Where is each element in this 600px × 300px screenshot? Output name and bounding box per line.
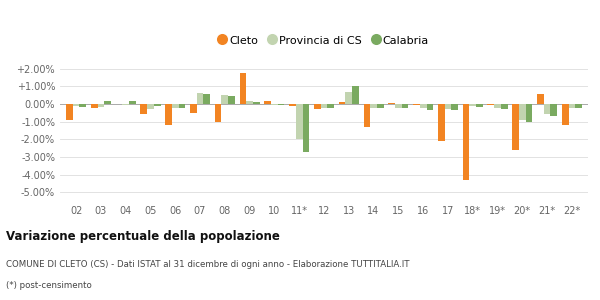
Bar: [476, 104, 483, 107]
Bar: [370, 104, 377, 108]
Bar: [265, 101, 271, 104]
Text: Variazione percentuale della popolazione: Variazione percentuale della popolazione: [6, 230, 280, 243]
Bar: [98, 104, 104, 107]
Bar: [197, 94, 203, 104]
Bar: [451, 104, 458, 110]
Bar: [526, 104, 532, 122]
Bar: [172, 104, 179, 108]
Bar: [569, 104, 575, 108]
Bar: [320, 104, 328, 108]
Bar: [165, 104, 172, 125]
Bar: [377, 104, 383, 108]
Bar: [427, 104, 433, 110]
Bar: [352, 85, 359, 104]
Bar: [289, 104, 296, 106]
Bar: [402, 104, 409, 108]
Bar: [221, 95, 228, 104]
Bar: [302, 104, 309, 152]
Bar: [420, 104, 427, 109]
Bar: [140, 104, 147, 114]
Bar: [512, 104, 519, 150]
Bar: [562, 104, 569, 125]
Bar: [122, 104, 129, 105]
Bar: [239, 73, 246, 104]
Bar: [413, 104, 420, 105]
Bar: [73, 104, 79, 106]
Bar: [438, 104, 445, 141]
Bar: [328, 104, 334, 108]
Bar: [346, 92, 352, 104]
Bar: [228, 96, 235, 104]
Bar: [104, 100, 111, 104]
Text: (*) post-censimento: (*) post-censimento: [6, 281, 92, 290]
Bar: [154, 104, 161, 106]
Bar: [253, 102, 260, 104]
Bar: [537, 94, 544, 104]
Bar: [519, 104, 526, 120]
Bar: [66, 104, 73, 120]
Bar: [147, 104, 154, 109]
Bar: [501, 104, 508, 109]
Bar: [246, 101, 253, 104]
Bar: [364, 104, 370, 127]
Bar: [203, 94, 210, 104]
Bar: [463, 104, 469, 180]
Bar: [278, 104, 284, 105]
Bar: [179, 104, 185, 108]
Bar: [79, 104, 86, 107]
Bar: [339, 102, 346, 104]
Bar: [388, 103, 395, 104]
Bar: [91, 104, 98, 108]
Bar: [190, 104, 197, 113]
Bar: [314, 104, 320, 109]
Bar: [445, 104, 451, 109]
Bar: [395, 104, 402, 108]
Bar: [215, 104, 221, 122]
Legend: Cleto, Provincia di CS, Calabria: Cleto, Provincia di CS, Calabria: [215, 30, 433, 50]
Bar: [544, 104, 550, 114]
Bar: [487, 104, 494, 105]
Bar: [469, 104, 476, 106]
Bar: [575, 104, 582, 109]
Bar: [494, 104, 501, 108]
Bar: [271, 104, 278, 105]
Bar: [550, 104, 557, 116]
Text: COMUNE DI CLETO (CS) - Dati ISTAT al 31 dicembre di ogni anno - Elaborazione TUT: COMUNE DI CLETO (CS) - Dati ISTAT al 31 …: [6, 260, 409, 269]
Bar: [129, 101, 136, 104]
Bar: [296, 104, 302, 139]
